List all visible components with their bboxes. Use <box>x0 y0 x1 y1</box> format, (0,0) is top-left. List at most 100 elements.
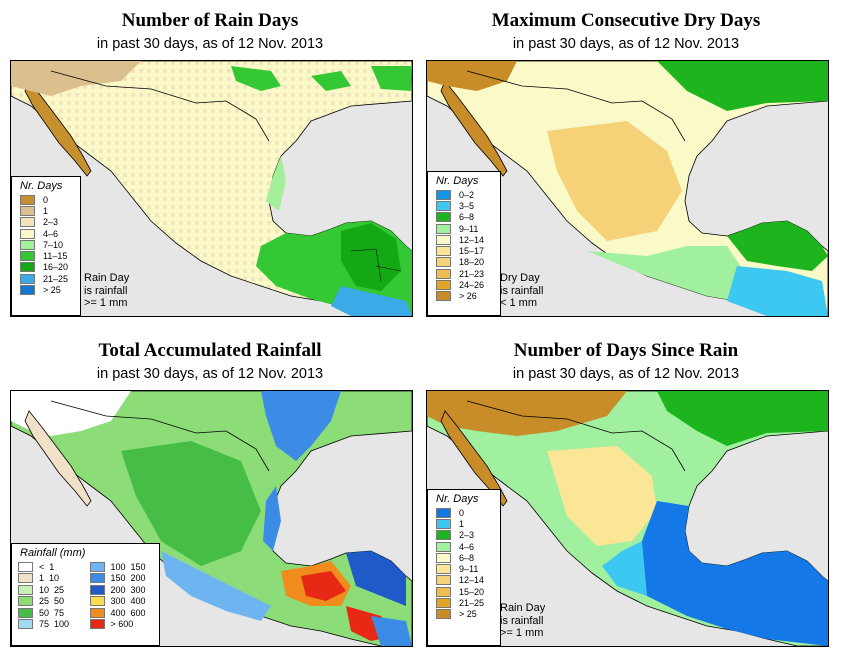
legend-swatch <box>436 189 451 200</box>
legend-label: 200 300 <box>110 584 146 595</box>
us-border <box>50 70 270 142</box>
legend-item: 200 300 <box>89 584 154 596</box>
legend-swatch <box>89 619 105 630</box>
legend-swatch <box>89 584 105 595</box>
south-blue <box>371 616 412 646</box>
desert-region <box>11 61 141 96</box>
legend-item: > 600 <box>89 619 154 631</box>
legend-swatch <box>20 228 35 239</box>
rain-days-map[interactable]: Nr. Days 0 1 2–3 4–6 7–10 11–15 16–20 21–25 > 25… <box>10 60 413 317</box>
days-since-rain-map[interactable]: Nr. Days 0 1 2–3 4–6 6–8 9–11 12–14 15–20 21–25 >… <box>426 390 829 647</box>
legend-label: 50 75 <box>39 607 65 618</box>
panel-subtitle: in past 30 days, as of 12 Nov. 2013 <box>96 366 324 382</box>
dry-days-map[interactable]: Nr. Days 0–2 3–5 6–8 9–11 12–14 15–17 18–20 21–… <box>426 60 829 317</box>
legend-item: 4–6 <box>428 541 500 552</box>
north-wet-spots <box>231 66 412 91</box>
panel-subtitle: in past 30 days, as of 12 Nov. 2013 <box>96 36 324 52</box>
note-line: is rainfall <box>500 614 544 627</box>
legend-label: 300 400 <box>110 596 146 607</box>
legend-swatch <box>436 598 451 609</box>
wet-region-3 <box>331 286 412 316</box>
panel-title: Maximum Consecutive Dry Days <box>491 10 761 31</box>
legend-swatch <box>89 596 105 607</box>
legend-item: 9–11 <box>428 563 500 575</box>
legend-swatch <box>436 507 451 518</box>
map-canvas <box>11 61 412 316</box>
legend-label: 100 150 <box>110 561 146 572</box>
panel-title: Number of Rain Days <box>121 10 299 31</box>
legend-swatch <box>436 518 451 529</box>
legend-label: > 25 <box>43 285 61 296</box>
legend-swatch <box>89 573 105 584</box>
legend-label: 1 <box>43 205 49 216</box>
legend-item: 11–15 <box>12 250 80 262</box>
legend-swatch <box>89 607 105 618</box>
legend-item: 150 200 <box>89 573 154 585</box>
legend-item: > 25 <box>12 284 80 296</box>
legend-item: 16–20 <box>12 262 80 273</box>
legend-item: 7–10 <box>12 239 80 250</box>
note-line: >= 1 mm <box>84 297 128 309</box>
legend-item: 21–23 <box>428 268 500 279</box>
legend-swatch <box>436 234 451 245</box>
legend-item: 6–8 <box>428 212 500 223</box>
legend-item: 0 <box>12 194 80 205</box>
legend-title: Nr. Days <box>436 175 479 187</box>
legend-swatch <box>436 530 451 541</box>
legend-label: > 600 <box>110 619 134 630</box>
legend-label: 3–5 <box>459 200 475 211</box>
central-blue <box>627 501 828 646</box>
legend-label: 150 200 <box>110 573 146 584</box>
legend-swatch <box>20 273 35 284</box>
note-line: Rain Day <box>500 602 546 614</box>
legend-rows: 0–2 3–5 6–8 9–11 12–14 15–17 18–20 21–23 24–26 > … <box>428 189 500 302</box>
note-line: is rainfall <box>84 284 128 297</box>
legend-label: 0 <box>459 507 465 518</box>
legend-swatch <box>436 246 451 257</box>
legend-label: 400 600 <box>110 607 146 618</box>
definition-note: Rain Day is rainfall >= 1 mm <box>84 272 129 310</box>
legend-swatch <box>20 194 35 205</box>
legend-title: Nr. Days <box>436 493 479 505</box>
legend-label: 2–3 <box>459 530 475 541</box>
legend-item: 21–25 <box>428 597 500 609</box>
legend-item: 2–3 <box>428 530 500 541</box>
legend-label: 1 <box>459 518 465 529</box>
panel-subtitle: in past 30 days, as of 12 Nov. 2013 <box>512 36 740 52</box>
legend-label: 21–25 <box>459 598 485 609</box>
legend-label: 25 50 <box>39 596 65 607</box>
baja-peninsula <box>24 80 92 177</box>
gulf-coast-green <box>266 156 286 211</box>
legend-label: 4–6 <box>43 228 59 239</box>
panel-days-since-rain: Number of Days Since Rain in past 30 day… <box>416 330 836 650</box>
texas-blue <box>261 391 341 461</box>
panel-title: Number of Days Since Rain <box>513 340 739 361</box>
legend-swatch <box>436 212 451 223</box>
panel-rain-days: Number of Rain Days in past 30 days, as … <box>0 0 420 320</box>
legend-swatch <box>18 573 33 584</box>
legend-label: 16–20 <box>43 262 69 273</box>
central-yellow <box>547 446 657 546</box>
legend-label: > 25 <box>459 609 477 620</box>
legend-label: 24–26 <box>459 280 485 291</box>
note-line: >= 1 mm <box>500 627 544 639</box>
legend-label: 6–8 <box>459 212 475 223</box>
definition-note: Rain Day is rainfall >= 1 mm <box>500 602 545 640</box>
legend-col-right: 100 150 150 200 200 300 300 400 400 600 > 600 <box>89 561 154 631</box>
legend-item: 21–25 <box>12 273 80 284</box>
legend-swatch <box>436 223 451 234</box>
legend-item: 2–3 <box>12 217 80 228</box>
legend-item: 0–2 <box>428 189 500 200</box>
legend-swatch <box>18 596 33 607</box>
legend-swatch <box>436 541 451 552</box>
extreme-rain <box>301 571 396 641</box>
state-borders <box>350 248 402 282</box>
legend-swatch <box>436 586 451 597</box>
legend-title: Nr. Days <box>20 180 63 192</box>
legend-item: 10 25 <box>18 584 82 596</box>
legend-label: 15–20 <box>459 586 485 597</box>
northwest-dry <box>427 61 517 91</box>
legend-rows: 0 1 2–3 4–6 7–10 11–15 16–20 21–25 > 25 <box>12 194 80 296</box>
